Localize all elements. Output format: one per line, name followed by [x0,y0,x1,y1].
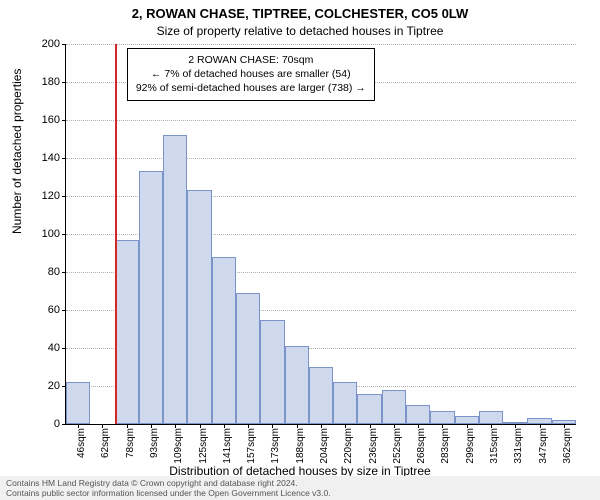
gridline [66,44,576,45]
x-tick-label: 78sqm [125,428,136,458]
x-tick-label: 46sqm [76,428,87,458]
y-tick-label: 140 [42,152,60,164]
y-tick-mark [62,120,66,121]
gridline [66,120,576,121]
x-tick-label: 173sqm [270,428,281,464]
y-tick-mark [62,272,66,273]
x-tick-label: 268sqm [416,428,427,464]
y-axis-label: Number of detached properties [10,69,24,234]
y-tick-label: 180 [42,76,60,88]
y-tick-label: 20 [48,380,60,392]
histogram-bar [187,190,211,424]
x-tick-label: 283sqm [440,428,451,464]
x-tick-label: 347sqm [538,428,549,464]
page-subtitle: Size of property relative to detached ho… [0,24,600,38]
x-tick-label: 109sqm [173,428,184,464]
annotation-line: 92% of semi-detached houses are larger (… [136,81,366,95]
histogram-bar [163,135,187,424]
histogram-bar [406,405,430,424]
footer-line-2: Contains public sector information licen… [6,488,594,498]
histogram-bar [455,416,479,424]
histogram-bar [479,411,503,424]
x-tick-label: 315sqm [489,428,500,464]
y-tick-label: 120 [42,190,60,202]
y-tick-mark [62,310,66,311]
y-tick-label: 80 [48,266,60,278]
x-tick-label: 93sqm [149,428,160,458]
annotation-box: 2 ROWAN CHASE: 70sqm← 7% of detached hou… [127,48,375,101]
x-tick-label: 331sqm [513,428,524,464]
histogram-bar [212,257,236,424]
y-tick-mark [62,82,66,83]
page-title: 2, ROWAN CHASE, TIPTREE, COLCHESTER, CO5… [0,6,600,21]
histogram-bar [382,390,406,424]
histogram-bar [430,411,454,424]
y-tick-mark [62,44,66,45]
x-tick-label: 204sqm [319,428,330,464]
y-tick-mark [62,424,66,425]
histogram-bar [357,394,381,424]
y-tick-mark [62,348,66,349]
histogram-bar [285,346,309,424]
x-tick-label: 252sqm [392,428,403,464]
x-tick-label: 62sqm [100,428,111,458]
annotation-line: ← 7% of detached houses are smaller (54) [136,67,366,81]
footer-line-1: Contains HM Land Registry data © Crown c… [6,478,594,488]
histogram-bar [115,240,139,424]
histogram-plot: 02040608010012014016018020046sqm62sqm78s… [65,44,576,425]
histogram-bar [309,367,333,424]
gridline [66,158,576,159]
x-tick-label: 141sqm [222,428,233,464]
histogram-bar [139,171,163,424]
y-tick-mark [62,158,66,159]
x-tick-label: 157sqm [246,428,257,464]
y-tick-label: 160 [42,114,60,126]
y-tick-mark [62,196,66,197]
histogram-bar [236,293,260,424]
y-tick-mark [62,234,66,235]
x-tick-label: 299sqm [465,428,476,464]
y-tick-label: 100 [42,228,60,240]
annotation-line: 2 ROWAN CHASE: 70sqm [136,53,366,67]
y-tick-label: 40 [48,342,60,354]
histogram-bar [333,382,357,424]
x-tick-label: 220sqm [343,428,354,464]
x-tick-label: 188sqm [295,428,306,464]
reference-line [115,44,117,424]
x-tick-label: 236sqm [368,428,379,464]
histogram-bar [66,382,90,424]
x-tick-label: 362sqm [562,428,573,464]
histogram-bar [260,320,284,425]
x-tick-label: 125sqm [198,428,209,464]
y-tick-label: 60 [48,304,60,316]
y-tick-label: 200 [42,38,60,50]
footer-attribution: Contains HM Land Registry data © Crown c… [0,476,600,500]
y-tick-label: 0 [54,418,60,430]
